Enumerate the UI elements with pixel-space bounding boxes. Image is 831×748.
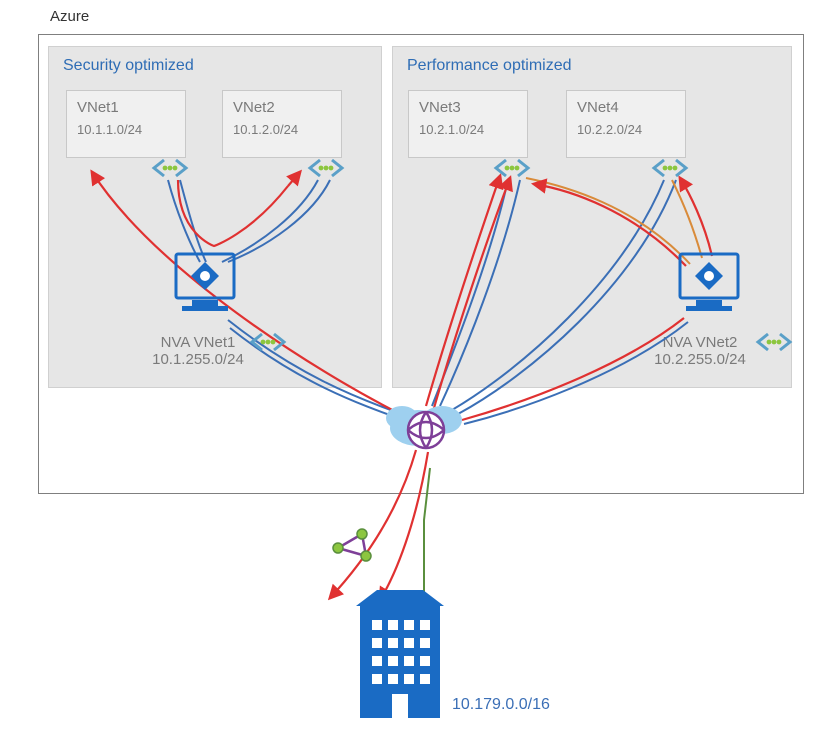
nva1-cidr: 10.1.255.0/24	[128, 351, 268, 368]
vnet1-box: VNet1 10.1.1.0/24	[66, 90, 186, 158]
vnet4-name: VNet4	[577, 99, 675, 116]
diagram-canvas: Azure Security optimized Performance opt…	[0, 0, 831, 748]
azure-label: Azure	[50, 8, 89, 25]
building-icon	[356, 590, 444, 718]
vnet1-name: VNet1	[77, 99, 175, 116]
nva2-name: NVA VNet2	[630, 334, 770, 351]
nva1-name: NVA VNet1	[128, 334, 268, 351]
vnet4-cidr: 10.2.2.0/24	[577, 122, 675, 137]
lan-icon	[333, 529, 371, 561]
nva2-label: NVA VNet2 10.2.255.0/24	[630, 334, 770, 368]
zone-security-title: Security optimized	[49, 47, 381, 85]
vnet3-name: VNet3	[419, 99, 517, 116]
vnet1-cidr: 10.1.1.0/24	[77, 122, 175, 137]
vnet2-name: VNet2	[233, 99, 331, 116]
onprem-cidr: 10.179.0.0/16	[452, 696, 550, 714]
vnet3-box: VNet3 10.2.1.0/24	[408, 90, 528, 158]
vnet2-cidr: 10.1.2.0/24	[233, 122, 331, 137]
vnet3-cidr: 10.2.1.0/24	[419, 122, 517, 137]
nva1-label: NVA VNet1 10.1.255.0/24	[128, 334, 268, 368]
zone-performance-title: Performance optimized	[393, 47, 791, 85]
vnet4-box: VNet4 10.2.2.0/24	[566, 90, 686, 158]
nva2-cidr: 10.2.255.0/24	[630, 351, 770, 368]
vnet2-box: VNet2 10.1.2.0/24	[222, 90, 342, 158]
